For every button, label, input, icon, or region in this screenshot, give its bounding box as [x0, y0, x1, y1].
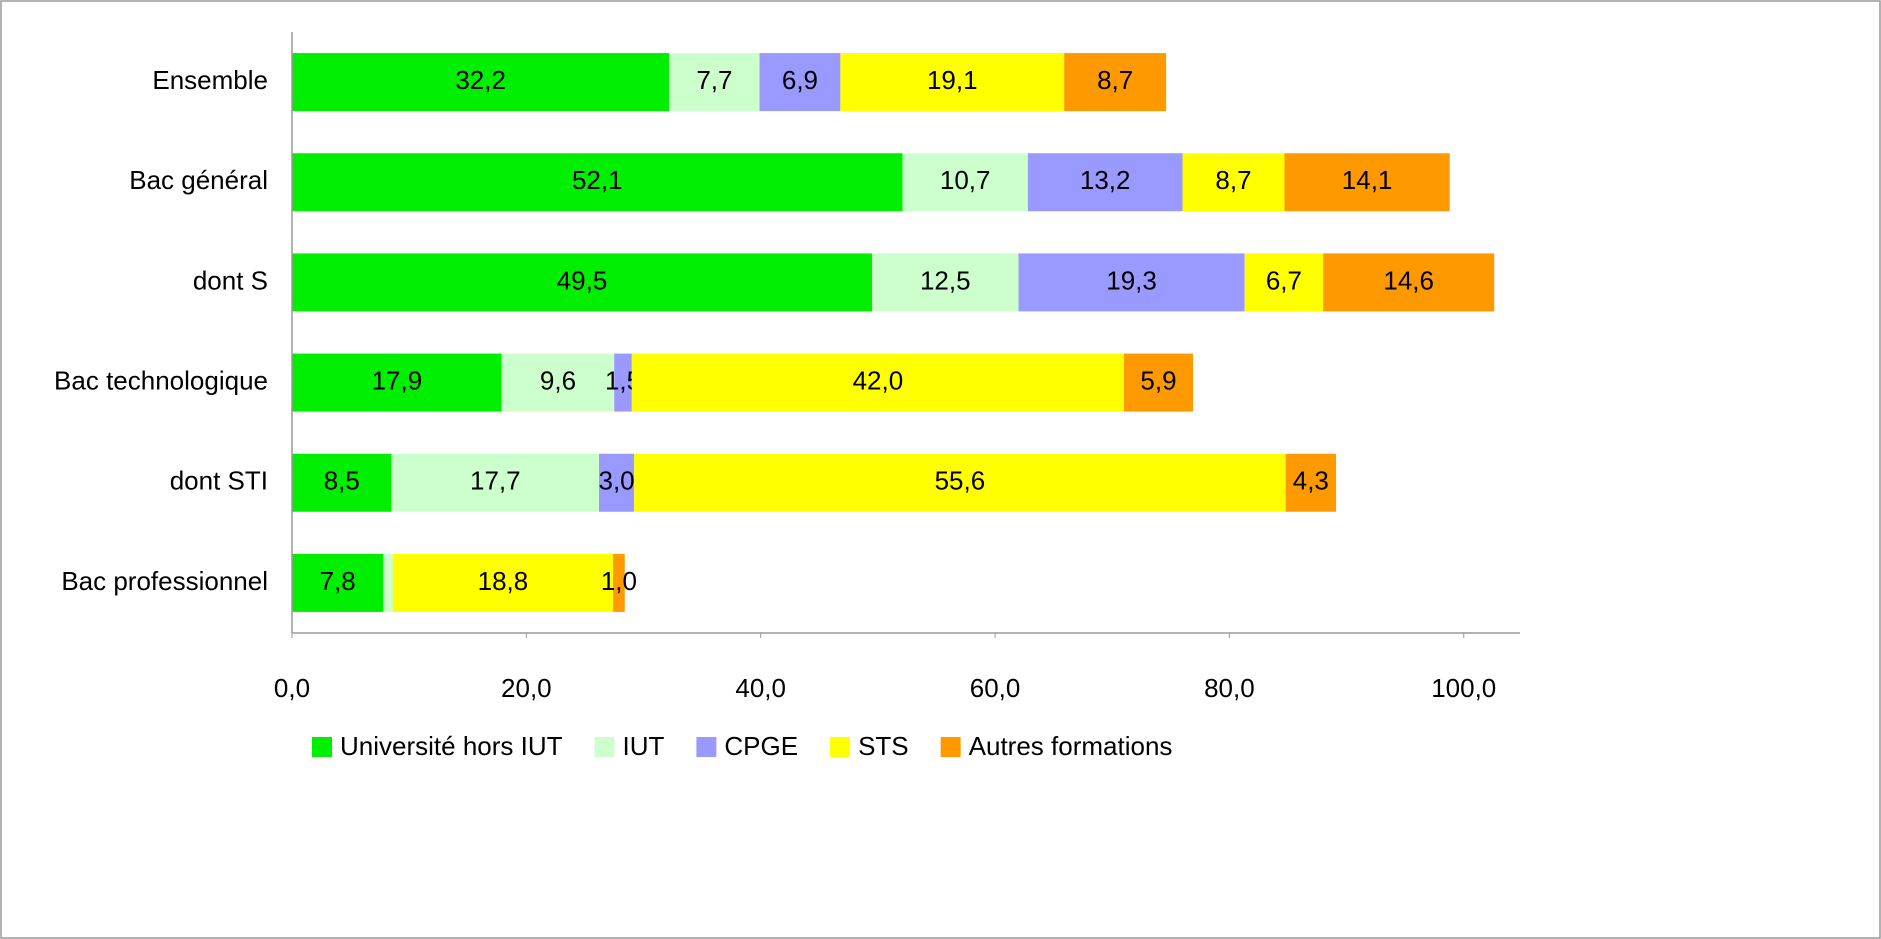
bar-segment: [631, 353, 1124, 412]
x-tick-label: 40,0: [735, 673, 786, 703]
bar-segment: [292, 453, 392, 512]
bar-segment: [292, 153, 903, 212]
bar-segment: [1018, 253, 1245, 312]
value-label: 7,7: [696, 65, 732, 95]
value-label: 6,7: [1266, 265, 1302, 295]
legend-swatch: [312, 737, 332, 757]
bar-segment: [872, 253, 1019, 312]
bar-segment: [902, 153, 1028, 212]
bar-segment: [1244, 253, 1324, 312]
value-label: 12,5: [920, 265, 971, 295]
bar-segment: [1027, 153, 1183, 212]
value-label: 55,6: [935, 466, 986, 496]
bar-segment: [292, 553, 384, 612]
legend-label: Autres formations: [969, 731, 1173, 761]
value-label: 7,8: [320, 566, 356, 596]
bar-segment: [840, 53, 1065, 112]
value-label: 6,9: [782, 65, 818, 95]
value-label: 4,3: [1293, 466, 1329, 496]
bar-segment: [634, 453, 1286, 512]
x-tick-label: 20,0: [501, 673, 552, 703]
x-tick-label: 60,0: [970, 673, 1021, 703]
value-label: 8,7: [1097, 65, 1133, 95]
legend-swatch: [696, 737, 717, 757]
x-tick-label: 80,0: [1204, 673, 1255, 703]
y-tick-label: Bac professionnel: [61, 566, 268, 596]
y-tick-label: Bac technologique: [54, 365, 268, 395]
bar-segment: [599, 453, 635, 512]
bar-segment: [292, 253, 873, 312]
value-label: 5,9: [1140, 365, 1176, 395]
value-label: 42,0: [853, 365, 904, 395]
value-label: 14,1: [1342, 165, 1393, 195]
legend-label: IUT: [623, 731, 665, 761]
bar-segment: [1323, 253, 1495, 312]
value-label: 10,7: [940, 165, 991, 195]
y-tick-label: Ensemble: [152, 65, 268, 95]
legend-swatch: [940, 737, 961, 757]
value-label: 32,2: [455, 65, 506, 95]
bar-segment: [292, 53, 670, 112]
value-label: 1,0: [601, 566, 637, 596]
bar-segment: [1284, 153, 1450, 212]
legend-label: STS: [858, 731, 909, 761]
legend-label: Université hors IUT: [340, 731, 563, 761]
y-tick-label: dont STI: [170, 466, 268, 496]
value-label: 3,0: [598, 466, 634, 496]
value-label: 8,5: [324, 466, 360, 496]
value-label: 9,6: [540, 365, 576, 395]
value-label: 18,8: [478, 566, 529, 596]
bar-segment: [1285, 453, 1337, 512]
legend-swatch: [594, 737, 615, 757]
bar-segment: [1123, 353, 1194, 412]
bar-segment: [1064, 53, 1167, 112]
value-label: 49,5: [557, 265, 608, 295]
x-tick-label: 0,0: [274, 673, 310, 703]
value-label: 19,3: [1106, 265, 1157, 295]
bar-segment: [392, 553, 614, 612]
bar-segment: [501, 353, 615, 412]
bar-segment: [614, 353, 632, 412]
value-label: 8,7: [1215, 165, 1251, 195]
bar-segment: [759, 53, 841, 112]
value-label: 14,6: [1383, 265, 1434, 295]
x-tick-label: 100,0: [1431, 673, 1496, 703]
value-label: 52,1: [572, 165, 623, 195]
value-label: 17,7: [470, 466, 521, 496]
bar-segment: [669, 53, 760, 112]
value-label: 17,9: [372, 365, 423, 395]
bar-segment: [613, 553, 625, 612]
bar-segment: [391, 453, 599, 512]
legend-label: CPGE: [724, 731, 798, 761]
legend-swatch: [830, 737, 851, 757]
y-tick-label: Bac général: [129, 165, 268, 195]
y-tick-label: dont S: [193, 265, 268, 295]
value-label: 13,2: [1080, 165, 1131, 195]
bar-segment: [292, 353, 502, 412]
bar-segment: [1182, 153, 1285, 212]
value-label: 19,1: [927, 65, 978, 95]
bar-segment: [383, 553, 393, 612]
